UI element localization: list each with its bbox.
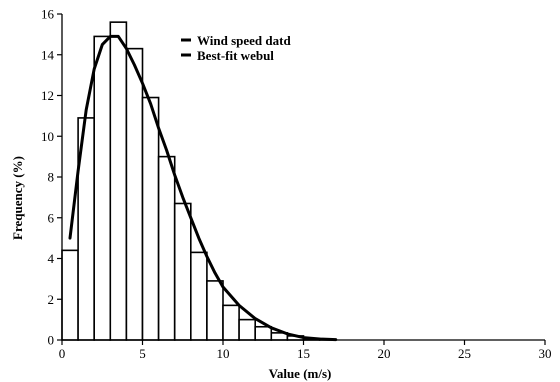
histogram-bar (157, 155, 176, 341)
histogram-bar (109, 21, 128, 341)
y-tick-label: 0 (48, 333, 55, 348)
y-tick-label: 6 (48, 210, 55, 225)
histogram-bar (61, 249, 79, 341)
legend-label-best-fit: Best-fit webul (197, 48, 274, 63)
best-fit-curve (68, 34, 338, 342)
y-tick-label: 10 (41, 129, 54, 144)
x-axis-title: Value (m/s) (269, 366, 332, 381)
y-tick-label: 12 (41, 88, 54, 103)
fit-line-layer (68, 34, 338, 342)
y-tick-label: 16 (41, 7, 55, 22)
y-axis-title: Frequency (%) (10, 156, 25, 240)
x-tick-label: 15 (297, 346, 310, 361)
x-tick-label: 30 (539, 346, 552, 361)
histogram-bar (125, 47, 144, 341)
y-tick-label: 2 (48, 292, 55, 307)
histogram-bar (254, 325, 273, 341)
x-tick-label: 20 (378, 346, 391, 361)
ticks-layer: 0 2 4 6 8 10 12 14 16 0 5 10 15 20 25 30 (41, 7, 552, 362)
legend-label-wind-speed: Wind speed datd (197, 33, 291, 48)
x-tick-label: 25 (458, 346, 471, 361)
histogram-bar (222, 304, 240, 341)
x-tick-label: 5 (139, 346, 146, 361)
y-tick-label: 8 (48, 170, 55, 185)
histogram-bar (173, 202, 192, 341)
histogram-bar (93, 35, 112, 341)
y-tick-label: 14 (41, 47, 55, 62)
bars-layer (61, 21, 337, 341)
histogram-bar (206, 280, 224, 341)
histogram-bar (238, 318, 257, 341)
legend: Wind speed datd Best-fit webul (181, 33, 291, 63)
x-tick-label: 10 (217, 346, 230, 361)
histogram-bar (190, 251, 208, 341)
y-tick-label: 4 (48, 251, 55, 266)
x-tick-label: 0 (59, 346, 66, 361)
histogram-bar (141, 96, 160, 341)
